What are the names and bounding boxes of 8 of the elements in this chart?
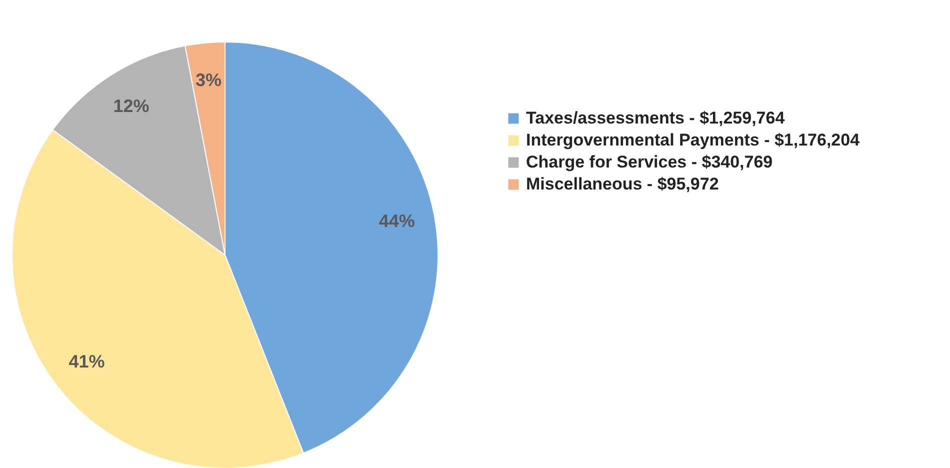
legend-label: Intergovernmental Payments - $1,176,204	[526, 130, 860, 150]
legend-label: Charge for Services - $340,769	[526, 152, 773, 172]
data-label: 44%	[378, 211, 415, 232]
data-label: 12%	[113, 96, 150, 116]
legend-label: Taxes/assessments - $1,259,764	[526, 108, 786, 128]
data-label: 41%	[68, 351, 105, 372]
data-label: 3%	[196, 70, 222, 90]
legend-label: Miscellaneous - $95,972	[526, 174, 719, 194]
